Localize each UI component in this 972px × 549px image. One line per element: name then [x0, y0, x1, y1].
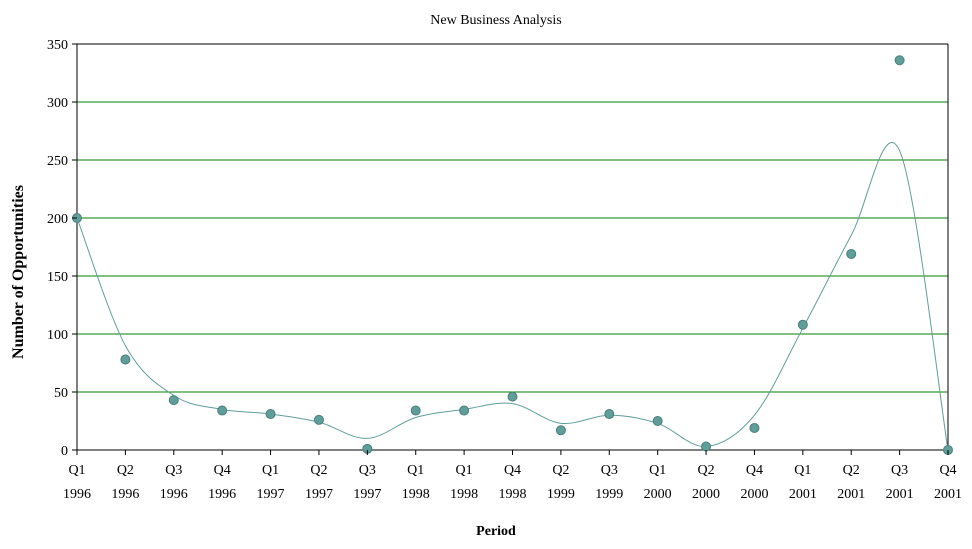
x-tick-label-quarter: Q1: [649, 463, 666, 478]
data-point: [555, 425, 566, 436]
x-tick-label-year: 1999: [595, 487, 623, 502]
x-tick-label-quarter: Q1: [68, 463, 85, 478]
x-tick-label-quarter: Q2: [310, 463, 327, 478]
x-tick-label-quarter: Q4: [214, 463, 231, 478]
x-tick-label-quarter: Q2: [843, 463, 860, 478]
data-point: [168, 395, 179, 406]
data-point: [217, 405, 228, 416]
data-point: [507, 391, 518, 402]
x-tick-label-year: 2001: [934, 487, 962, 502]
x-tick-label-quarter: Q3: [359, 463, 376, 478]
x-tick-label-year: 1999: [547, 487, 575, 502]
data-point: [652, 416, 663, 426]
x-tick-label-year: 1997: [257, 487, 285, 502]
trend-line: [76, 142, 949, 451]
y-tick-label: 50: [54, 386, 68, 401]
y-tick-label: 150: [47, 270, 68, 285]
x-tick-label-quarter: Q1: [262, 463, 279, 478]
chart-title: New Business Analysis: [430, 13, 561, 28]
x-tick-label-quarter: Q1: [407, 463, 424, 478]
data-point: [120, 354, 131, 365]
x-tick-label-year: 1996: [160, 487, 188, 502]
data-point: [265, 409, 276, 420]
x-tick-label-year: 2001: [789, 487, 817, 502]
x-tick-label-quarter: Q2: [697, 463, 714, 478]
data-point: [797, 319, 808, 330]
y-tick-label: 300: [47, 96, 68, 111]
x-tick-label-year: 2000: [644, 487, 672, 502]
y-axis-label: Number of Opportunities: [10, 185, 27, 359]
x-tick-label-year: 1996: [111, 487, 139, 502]
x-tick-label-year: 2001: [837, 487, 865, 502]
x-tick-label-year: 1998: [450, 487, 478, 502]
x-tick-label-quarter: Q4: [939, 463, 956, 478]
y-tick-label: 200: [47, 212, 68, 227]
data-point: [701, 441, 712, 452]
x-tick-label-year: 2000: [740, 487, 768, 502]
x-tick-label-year: 2001: [886, 487, 914, 502]
x-tick-label-quarter: Q1: [456, 463, 473, 478]
x-tick-label-quarter: Q3: [891, 463, 908, 478]
data-point: [894, 55, 905, 66]
y-tick-label: 350: [47, 38, 68, 53]
x-tick-label-year: 1998: [499, 487, 527, 502]
data-point: [846, 248, 857, 259]
x-tick-label-quarter: Q3: [601, 463, 618, 478]
y-tick-label: 100: [47, 328, 68, 343]
x-tick-label-year: 1996: [208, 487, 236, 502]
x-tick-label-quarter: Q4: [504, 463, 521, 478]
x-tick-label-year: 1997: [305, 487, 333, 502]
x-tick-label-quarter: Q3: [165, 463, 182, 478]
y-tick-label: 250: [47, 154, 68, 169]
data-point: [459, 405, 470, 416]
y-tick-label: 0: [61, 444, 68, 459]
x-axis-label: Period: [476, 524, 516, 539]
x-tick-label-quarter: Q2: [117, 463, 134, 478]
data-point: [313, 414, 324, 425]
data-point: [604, 409, 615, 420]
x-tick-label-year: 1998: [402, 487, 430, 502]
x-tick-label-quarter: Q1: [794, 463, 811, 478]
x-tick-label-year: 2000: [692, 487, 720, 502]
x-tick-label-quarter: Q2: [552, 463, 569, 478]
x-tick-label-quarter: Q4: [746, 463, 763, 478]
x-tick-label-year: 1996: [63, 487, 91, 502]
data-point: [410, 405, 421, 416]
data-point: [749, 422, 760, 433]
x-tick-label-year: 1997: [353, 487, 381, 502]
